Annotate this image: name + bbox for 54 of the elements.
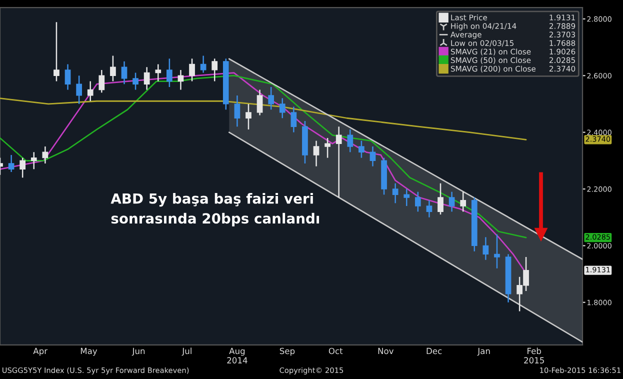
candlestick <box>256 89 263 116</box>
candlestick <box>246 103 252 130</box>
candlestick <box>268 86 274 110</box>
candlestick <box>76 74 82 105</box>
candlestick <box>426 200 432 218</box>
candlestick <box>110 55 116 82</box>
x-tick-label: Dec <box>426 348 442 354</box>
x-tick-label: Nov <box>378 348 394 354</box>
candlestick <box>42 146 48 164</box>
candlestick <box>347 128 354 153</box>
x-tick-label: Sep <box>280 348 295 356</box>
x-tick-label: May <box>80 348 98 356</box>
candlestick <box>234 94 240 128</box>
candlestick <box>200 55 206 74</box>
line-series <box>0 98 527 140</box>
x-tick-label: Apr <box>33 348 48 356</box>
x-tick-label: Aug 2014 <box>227 348 248 364</box>
candlestick <box>279 98 286 119</box>
x-tick-label: Oct <box>328 348 343 354</box>
candlestick <box>144 66 150 90</box>
x-tick-label: Jul <box>182 348 192 356</box>
x-tick-label: Feb 2015 <box>524 348 544 364</box>
candlestick <box>482 236 489 260</box>
candlestick <box>290 106 297 133</box>
candlestick <box>313 140 320 167</box>
candlestick <box>30 152 37 170</box>
candlestick <box>358 140 364 158</box>
candlestick <box>64 64 71 90</box>
candlestick <box>166 58 172 88</box>
candlestick <box>370 146 376 167</box>
annotation: ABD 5y başa baş faizi veri sonrasında 20bps canlandı <box>110 193 320 226</box>
candlestick <box>8 154 14 173</box>
candlestick <box>98 69 105 94</box>
candlestick <box>438 182 444 216</box>
candlestick <box>336 126 342 198</box>
candlestick <box>392 182 398 204</box>
candlestick <box>132 72 138 90</box>
candlestick <box>404 188 410 207</box>
candlestick <box>460 191 466 212</box>
candlestick <box>20 157 26 178</box>
candlestick <box>189 58 195 82</box>
candlestick <box>494 234 500 269</box>
candlestick <box>212 58 218 82</box>
candlestick <box>155 64 162 82</box>
candlestick <box>324 137 330 158</box>
line-series <box>0 74 527 238</box>
candlestick <box>414 191 421 212</box>
x-tick-label: Jun <box>132 348 145 356</box>
candlestick <box>87 80 94 102</box>
candlestick <box>54 21 60 82</box>
x-tick-label: Jan <box>477 348 490 356</box>
candlestick <box>121 60 128 85</box>
candlestick <box>448 191 455 212</box>
candlestick <box>178 69 184 90</box>
